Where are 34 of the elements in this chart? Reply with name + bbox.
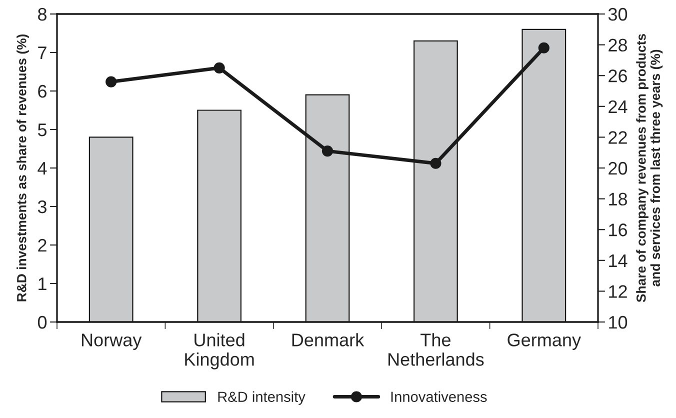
point bbox=[214, 62, 225, 74]
y2-tick-label: 12 bbox=[609, 285, 627, 298]
legend-label: R&D intensity bbox=[218, 391, 306, 405]
y-tick-label: 1 bbox=[38, 278, 46, 290]
y-tick-label: 6 bbox=[38, 84, 46, 98]
point bbox=[538, 42, 550, 54]
legend-label: Innovativeness bbox=[391, 391, 487, 402]
y2-axis-title: Share of company revenues from products and services from last three years (%) bbox=[636, 34, 663, 302]
y-tick-label: 4 bbox=[38, 162, 47, 175]
x-tick-label: The Netherlands bbox=[388, 333, 484, 366]
y-tick-label: 0 bbox=[38, 316, 47, 329]
y-tick-label: 8 bbox=[38, 8, 46, 21]
y2-tick-label: 28 bbox=[608, 38, 628, 52]
point bbox=[106, 76, 117, 88]
x-tick-label: Denmark bbox=[292, 333, 364, 346]
y-axis-title: R&D investments as share of revenues (%) bbox=[16, 34, 29, 302]
x-tick-label: Norway bbox=[82, 334, 142, 350]
y2-tick-label: 20 bbox=[608, 162, 628, 175]
x-tick-label: Germany bbox=[508, 334, 581, 350]
y2-tick-label: 22 bbox=[608, 131, 627, 144]
x-tick-label: United Kingdom bbox=[185, 333, 254, 370]
point bbox=[322, 146, 334, 157]
y2-tick-label: 24 bbox=[608, 100, 628, 113]
point bbox=[430, 158, 442, 169]
y2-tick-label: 26 bbox=[608, 70, 628, 82]
y2-tick-label: 30 bbox=[608, 8, 628, 21]
y2-tick-label: 18 bbox=[609, 192, 628, 206]
y2-tick-label: 14 bbox=[609, 254, 628, 267]
y-tick-label: 2 bbox=[38, 238, 46, 252]
y-tick-label: 7 bbox=[38, 46, 46, 60]
y2-tick-label: 16 bbox=[609, 224, 628, 236]
y-tick-label: 3 bbox=[38, 200, 46, 214]
y-tick-label: 5 bbox=[38, 124, 47, 136]
y2-tick-label: 10 bbox=[609, 316, 628, 329]
